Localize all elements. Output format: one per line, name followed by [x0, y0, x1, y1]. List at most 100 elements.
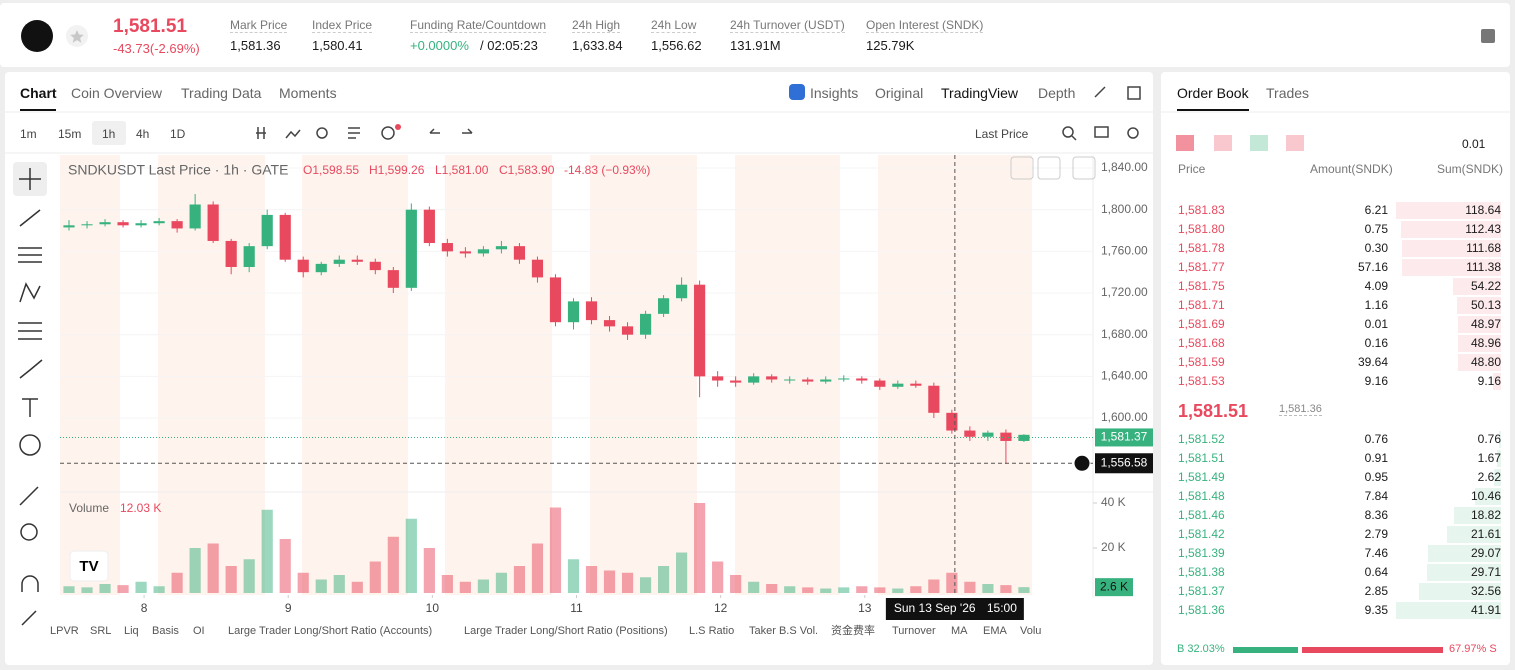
view-tab[interactable]: TradingView [941, 85, 1019, 101]
book-price[interactable]: 1,581.83 [1178, 203, 1225, 217]
book-view-asks[interactable] [1214, 135, 1232, 151]
volume-bar [423, 548, 435, 593]
candle-body [1000, 432, 1012, 441]
candle-body [657, 298, 670, 314]
crosshair-time: 15:00 [987, 601, 1017, 615]
ohlc-high: H1,599.26 [369, 163, 425, 177]
indicator[interactable]: Turnover [892, 625, 936, 637]
indicator[interactable]: Large Trader Long/Short Ratio (Accounts) [228, 625, 433, 637]
book-price[interactable]: 1,581.38 [1178, 565, 1225, 579]
volume-bar [946, 572, 958, 593]
indicator[interactable]: OI [193, 625, 205, 637]
book-tab[interactable]: Trades [1266, 85, 1310, 101]
book-price[interactable]: 1,581.51 [1178, 451, 1225, 465]
book-price[interactable]: 1,581.68 [1178, 336, 1225, 350]
book-price[interactable]: 1,581.59 [1178, 355, 1225, 369]
candle-body [639, 313, 652, 335]
view-tab[interactable]: Depth [1038, 85, 1076, 101]
candle-body [910, 383, 922, 386]
book-price[interactable]: 1,581.52 [1178, 432, 1225, 446]
book-amount: 6.21 [1364, 203, 1388, 217]
book-price[interactable]: 1,581.77 [1178, 260, 1225, 274]
depth-bar [1453, 507, 1501, 524]
book-amount: 57.16 [1357, 260, 1388, 274]
indicator[interactable]: SRL [90, 625, 112, 637]
indicator[interactable]: Large Trader Long/Short Ratio (Positions… [464, 625, 668, 637]
book-price[interactable]: 1,581.78 [1178, 241, 1225, 255]
chart-tab[interactable]: Chart [20, 85, 57, 101]
book-price[interactable]: 1,581.49 [1178, 470, 1225, 484]
y-tick-label: 1,640.00 [1101, 369, 1148, 383]
chart-tab[interactable]: Trading Data [181, 85, 262, 101]
book-price[interactable]: 1,581.46 [1178, 508, 1225, 522]
volume-bar [784, 586, 796, 593]
interval[interactable]: 1D [170, 127, 186, 141]
book-view-alt[interactable] [1286, 135, 1304, 151]
indicator[interactable]: Basis [152, 625, 179, 637]
book-price[interactable]: 1,581.42 [1178, 527, 1225, 541]
book-price[interactable]: 1,581.69 [1178, 317, 1225, 331]
book-view-both[interactable] [1176, 135, 1194, 151]
indicator[interactable]: EMA [983, 625, 1007, 637]
book-amount: 0.30 [1364, 241, 1388, 255]
interval[interactable]: 4h [136, 127, 150, 141]
book-amount: 4.09 [1364, 279, 1388, 293]
chart-tab[interactable]: Coin Overview [71, 85, 163, 101]
view-tab[interactable]: Insights [810, 85, 859, 101]
book-amount: 2.85 [1364, 584, 1388, 598]
chart-tab[interactable]: Moments [279, 85, 337, 101]
candle-body [694, 284, 706, 377]
indicator[interactable]: Taker B.S Vol. [749, 625, 819, 637]
volume-bar [1000, 585, 1012, 593]
candle-body [567, 301, 580, 323]
indicator[interactable]: LPVR [50, 625, 79, 637]
menu-icon[interactable] [1481, 29, 1495, 43]
price-source[interactable]: Last Price [975, 127, 1029, 141]
indicator[interactable]: Volu [1020, 625, 1042, 637]
volume-bar [585, 566, 598, 593]
candle-body [153, 221, 165, 224]
interval[interactable]: 15m [58, 127, 82, 141]
depth-bar [1474, 488, 1501, 505]
drawing-tools[interactable] [18, 168, 43, 626]
indicator[interactable]: Liq [124, 625, 139, 637]
chart-button[interactable] [1037, 156, 1061, 180]
candle-body [459, 251, 471, 254]
book-price[interactable]: 1,581.39 [1178, 546, 1225, 560]
book-price[interactable]: 1,581.48 [1178, 489, 1225, 503]
book-price[interactable]: 1,581.71 [1178, 298, 1225, 312]
book-price[interactable]: 1,581.80 [1178, 222, 1225, 236]
interval[interactable]: 1m [20, 127, 37, 141]
depth-bar [1457, 316, 1501, 333]
volume-bar [748, 581, 760, 593]
plot-area: 1,600.00 1,640.00 1,680.00 1,720.00 1,760.00… [60, 155, 1153, 620]
view-tab[interactable]: Original [875, 85, 924, 101]
book-tab[interactable]: Order Book [1177, 85, 1249, 101]
depth-bar [1457, 354, 1501, 371]
book-price[interactable]: 1,581.53 [1178, 374, 1225, 388]
column-header: Price [1178, 162, 1206, 176]
precision-select[interactable]: 0.01 [1462, 137, 1486, 151]
book-sum: 1.67 [1477, 451, 1501, 465]
book-sum: 18.82 [1470, 508, 1501, 522]
stat-label: 24h Turnover (USDT) [730, 18, 845, 33]
chart-button[interactable] [1072, 156, 1096, 180]
chart-button[interactable] [1010, 156, 1034, 180]
volume-bar [225, 566, 237, 593]
chart-title: SNDKUSDT Last Price · 1h · GATE [68, 162, 288, 178]
interval[interactable]: 1h [102, 127, 116, 141]
indicator[interactable]: 资金费率 [831, 625, 875, 637]
volume-bar [153, 586, 165, 593]
book-price[interactable]: 1,581.37 [1178, 584, 1225, 598]
candle-body [279, 214, 291, 260]
book-price[interactable]: 1,581.75 [1178, 279, 1225, 293]
toolbar-icons[interactable] [256, 86, 1492, 141]
book-price[interactable]: 1,581.36 [1178, 603, 1225, 617]
y-tick-label: 1,680.00 [1101, 327, 1148, 341]
volume-bar [513, 566, 526, 593]
indicator[interactable]: L.S Ratio [689, 625, 735, 637]
book-view-bids[interactable] [1250, 135, 1268, 151]
indicator[interactable]: MA [951, 625, 968, 637]
book-sum: 29.71 [1470, 565, 1501, 579]
depth-bar [1419, 583, 1501, 600]
